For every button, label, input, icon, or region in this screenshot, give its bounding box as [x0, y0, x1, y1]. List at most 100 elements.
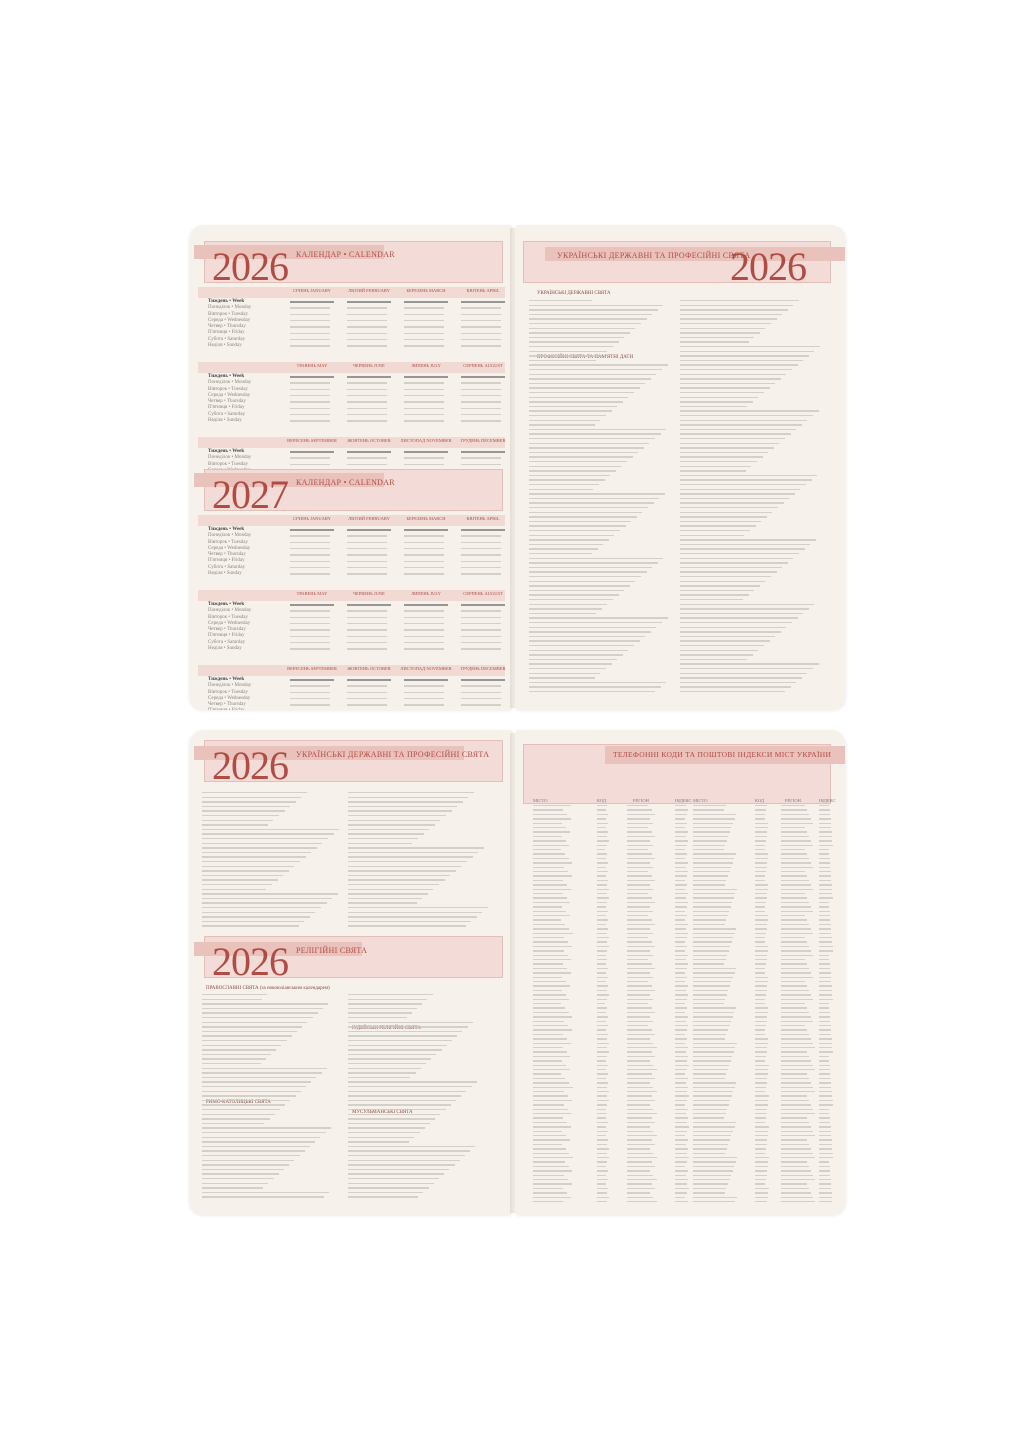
table-cell-text — [755, 866, 767, 868]
table-cell-text — [693, 1108, 728, 1110]
date-row — [290, 573, 330, 575]
table-cell-text — [533, 1187, 564, 1190]
date-row — [347, 307, 387, 309]
table-cell-text — [755, 941, 765, 943]
table-cell-text — [597, 1060, 606, 1062]
table-cell-text — [819, 897, 833, 899]
table-cell-text — [781, 906, 811, 908]
date-row — [404, 697, 444, 700]
text-line — [680, 520, 762, 523]
date-row — [404, 535, 444, 537]
date-row — [290, 535, 330, 537]
table-cell-text — [675, 897, 687, 899]
table-cell-text — [781, 1077, 809, 1080]
table-cell-text — [693, 1073, 727, 1075]
table-cell-text — [627, 831, 652, 833]
table-cell-text — [533, 994, 566, 996]
table-cell-text — [781, 1174, 814, 1176]
date-row — [347, 566, 387, 569]
text-line — [529, 511, 643, 513]
table-cell-text — [675, 901, 689, 904]
text-line — [680, 497, 790, 500]
month-name: ЛЮТИЙ FEBRUARY — [348, 516, 390, 521]
table-cell-text — [597, 1152, 608, 1154]
table-cell-text — [627, 862, 650, 864]
table-cell-text — [627, 827, 648, 829]
table-cell-text — [819, 976, 831, 978]
table-cell-text — [627, 1157, 658, 1159]
text-line — [680, 318, 777, 320]
date-row — [290, 616, 330, 619]
text-line — [529, 645, 634, 647]
table-cell-text — [675, 959, 687, 961]
table-cell-text — [597, 1165, 606, 1168]
table-cell-text — [597, 928, 609, 930]
text-line — [529, 401, 623, 403]
text-line — [348, 847, 484, 849]
month-name: ЛИСТОПАД NOVEMBER — [400, 666, 452, 671]
table-cell-text — [533, 923, 566, 926]
text-line — [529, 346, 613, 348]
table-cell-text — [781, 871, 805, 873]
text-line — [348, 916, 477, 918]
table-cell-text — [675, 862, 688, 864]
table-cell-text — [781, 998, 814, 1000]
table-cell-text — [781, 1139, 807, 1141]
table-cell-text — [693, 813, 737, 816]
table-cell-text — [819, 950, 833, 952]
table-cell-text — [819, 928, 832, 930]
table-cell-text — [627, 818, 650, 820]
text-line — [680, 304, 794, 306]
text-line — [529, 534, 615, 536]
table-cell-text — [819, 1143, 832, 1146]
table-cell-text — [675, 1025, 689, 1027]
text-line — [202, 911, 316, 913]
text-line — [202, 1122, 265, 1125]
month-name: ГРУДЕНЬ DECEMBER — [460, 666, 506, 671]
table-cell-text — [693, 1170, 733, 1172]
text-line — [348, 1003, 423, 1005]
text-line — [680, 392, 764, 394]
table-cell-text — [597, 1121, 608, 1124]
table-cell-text — [533, 919, 562, 921]
muslim-heading: МУСУЛЬМАНСЬКІ СВЯТА — [352, 1110, 413, 1115]
date-row — [290, 566, 330, 569]
table-cell-text — [675, 1201, 688, 1203]
text-line — [529, 309, 658, 311]
table-cell-text — [627, 1099, 656, 1102]
table-cell-text — [675, 1187, 690, 1190]
table-cell-text — [675, 866, 687, 868]
text-line — [202, 842, 323, 844]
table-cell-text — [675, 1126, 690, 1128]
table-cell-text — [597, 1033, 609, 1036]
text-line — [529, 479, 605, 481]
table-cell-text — [627, 1143, 656, 1146]
table-cell-text — [597, 1011, 606, 1014]
table-cell-text — [675, 976, 688, 978]
month-name: КВІТЕНЬ APRIL — [466, 288, 500, 293]
table-cell-text — [627, 1165, 656, 1168]
month-name: СЕРПЕНЬ AUGUST — [463, 363, 503, 368]
date-row — [461, 301, 505, 303]
text-line — [348, 1168, 450, 1171]
table-cell-text — [755, 879, 765, 882]
table-cell-text — [781, 1003, 805, 1005]
text-line — [348, 1122, 430, 1125]
table-cell-text — [693, 888, 737, 890]
month-name: СЕРПЕНЬ AUGUST — [463, 591, 503, 596]
text-line — [348, 1155, 465, 1157]
text-line — [202, 865, 295, 867]
table-cell-text — [755, 906, 766, 908]
table-cell-text — [533, 893, 563, 895]
month-name: ЖОВТЕНЬ OCTOBER — [347, 666, 391, 671]
table-cell-text — [533, 1157, 574, 1159]
text-line — [680, 419, 808, 421]
month-name: ЧЕРВЕНЬ JUNE — [353, 591, 385, 596]
phone-codes-page: ТЕЛЕФОННІ КОДИ ТА ПОШТОВІ ІНДЕКСИ МІСТ У… — [515, 730, 845, 1215]
text-line — [529, 341, 619, 343]
table-cell-text — [675, 835, 687, 838]
holidays-page: УКРАЇНСЬКІ ДЕРЖАВНІ ТА ПРОФЕСІЙНІ СВЯТА … — [515, 225, 845, 710]
text-line — [529, 332, 630, 334]
table-cell-text — [755, 1091, 766, 1093]
table-cell-text — [597, 1042, 609, 1044]
